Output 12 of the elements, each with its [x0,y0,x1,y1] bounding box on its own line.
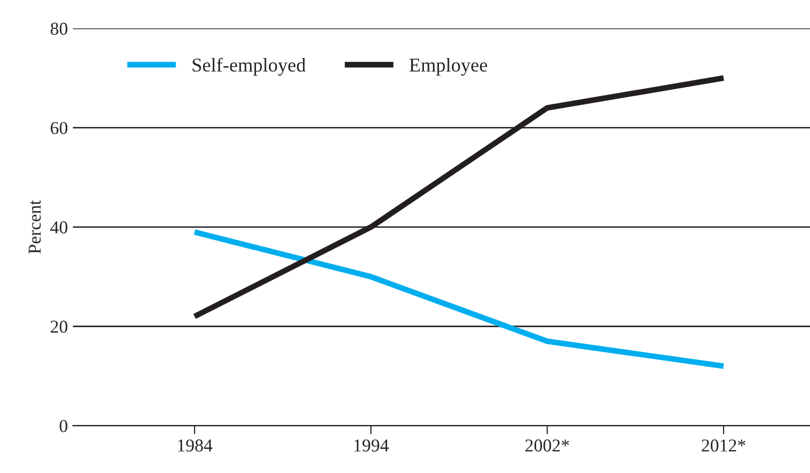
x-tick-label: 2012* [702,439,746,452]
x-tick-label: 1984 [178,439,212,452]
y-tick-label: 40 [50,221,68,234]
x-tick-label: 2002* [525,439,569,452]
y-tick-label: 0 [60,420,68,432]
y-tick-label: 80 [50,22,68,35]
legend-label: Employee [410,58,488,76]
y-tick-label: 60 [50,122,68,134]
x-tick-label: 1994 [354,439,389,452]
y-axis-title: Percent [28,200,41,254]
y-tick-label: 20 [50,320,68,333]
legend-label: Self-employed [192,58,306,76]
